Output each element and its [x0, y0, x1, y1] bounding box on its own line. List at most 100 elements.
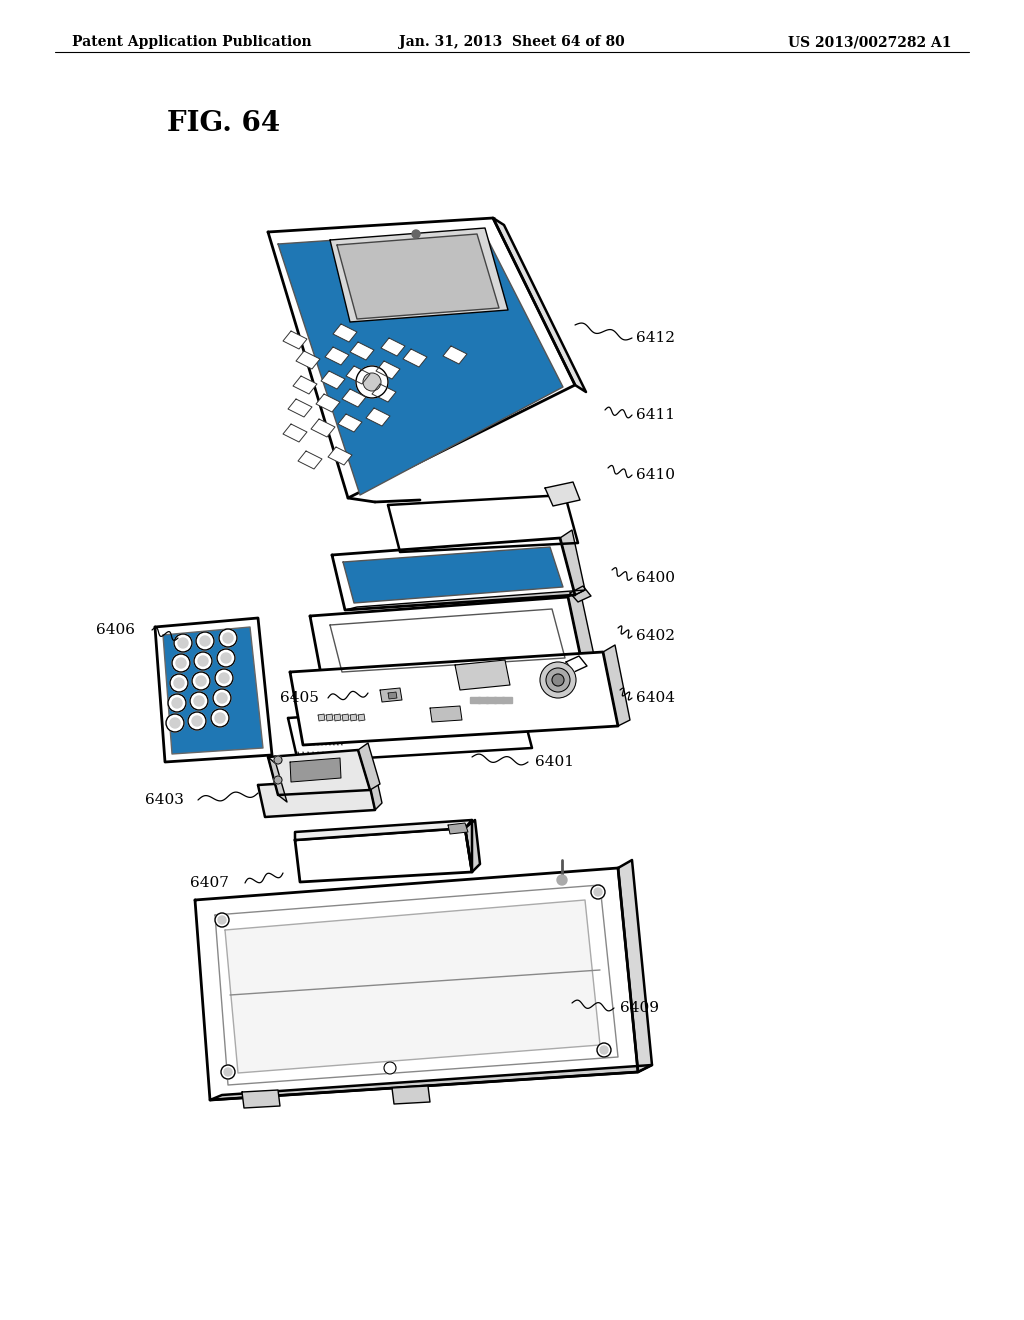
- Polygon shape: [368, 771, 382, 810]
- Polygon shape: [338, 414, 362, 432]
- Polygon shape: [342, 714, 349, 721]
- Polygon shape: [358, 743, 380, 789]
- Polygon shape: [316, 393, 340, 412]
- Polygon shape: [283, 424, 307, 442]
- Polygon shape: [242, 1090, 280, 1107]
- Polygon shape: [288, 399, 312, 417]
- Polygon shape: [430, 706, 462, 722]
- Polygon shape: [268, 756, 287, 803]
- Polygon shape: [210, 1065, 652, 1100]
- Circle shape: [223, 634, 233, 643]
- Polygon shape: [392, 1086, 430, 1104]
- Circle shape: [211, 709, 229, 727]
- Circle shape: [193, 672, 210, 690]
- Polygon shape: [381, 338, 406, 356]
- Polygon shape: [493, 218, 586, 392]
- Bar: [502, 697, 512, 704]
- Circle shape: [221, 1065, 234, 1078]
- Circle shape: [188, 711, 206, 730]
- Text: 6402: 6402: [636, 630, 675, 643]
- Circle shape: [600, 1045, 608, 1053]
- Text: Patent Application Publication: Patent Application Publication: [72, 36, 311, 49]
- Circle shape: [174, 634, 193, 652]
- Polygon shape: [298, 451, 322, 469]
- Polygon shape: [343, 546, 563, 603]
- Polygon shape: [333, 323, 357, 342]
- Polygon shape: [278, 230, 563, 495]
- Polygon shape: [288, 702, 532, 762]
- Polygon shape: [283, 331, 307, 348]
- Polygon shape: [465, 820, 480, 873]
- Circle shape: [190, 692, 208, 710]
- Polygon shape: [366, 408, 390, 426]
- Circle shape: [591, 884, 605, 899]
- Bar: [486, 697, 496, 704]
- Polygon shape: [449, 822, 468, 834]
- Bar: [494, 697, 504, 704]
- Polygon shape: [326, 714, 333, 721]
- Polygon shape: [566, 656, 587, 672]
- Polygon shape: [380, 688, 402, 702]
- Polygon shape: [455, 660, 510, 690]
- Polygon shape: [388, 692, 397, 700]
- Circle shape: [274, 776, 282, 784]
- Bar: [470, 697, 480, 704]
- Polygon shape: [345, 590, 585, 610]
- Polygon shape: [568, 590, 595, 668]
- Polygon shape: [290, 758, 341, 781]
- Polygon shape: [328, 447, 352, 465]
- Text: 6411: 6411: [636, 408, 675, 422]
- Circle shape: [166, 714, 184, 733]
- Circle shape: [219, 630, 237, 647]
- Polygon shape: [342, 389, 366, 407]
- Circle shape: [215, 913, 229, 927]
- Polygon shape: [350, 342, 374, 360]
- Circle shape: [194, 652, 212, 671]
- Text: 6409: 6409: [620, 1001, 659, 1015]
- Text: 6401: 6401: [535, 755, 574, 770]
- Polygon shape: [195, 869, 638, 1100]
- Circle shape: [552, 675, 564, 686]
- Polygon shape: [350, 714, 357, 721]
- Polygon shape: [258, 777, 375, 817]
- Circle shape: [384, 1063, 396, 1074]
- Polygon shape: [296, 351, 319, 370]
- Text: 6407: 6407: [190, 876, 229, 890]
- Polygon shape: [311, 418, 335, 437]
- Polygon shape: [465, 820, 472, 873]
- Circle shape: [274, 756, 282, 764]
- Circle shape: [168, 694, 186, 711]
- Circle shape: [213, 689, 231, 708]
- Circle shape: [198, 656, 208, 667]
- Polygon shape: [295, 820, 472, 840]
- Polygon shape: [603, 645, 630, 726]
- Polygon shape: [215, 884, 618, 1085]
- Text: FIG. 64: FIG. 64: [167, 110, 281, 137]
- Polygon shape: [155, 618, 272, 762]
- Circle shape: [193, 715, 202, 726]
- Circle shape: [200, 636, 210, 645]
- Polygon shape: [570, 586, 591, 602]
- Polygon shape: [330, 228, 508, 322]
- Circle shape: [218, 916, 226, 924]
- Circle shape: [362, 374, 381, 391]
- Polygon shape: [321, 371, 345, 389]
- Circle shape: [597, 1043, 611, 1057]
- Text: 6403: 6403: [145, 793, 184, 807]
- Circle shape: [215, 713, 225, 723]
- Polygon shape: [560, 531, 585, 595]
- Polygon shape: [295, 828, 472, 882]
- Polygon shape: [268, 218, 575, 498]
- Circle shape: [412, 230, 420, 238]
- Polygon shape: [332, 539, 575, 610]
- Text: US 2013/0027282 A1: US 2013/0027282 A1: [788, 36, 952, 49]
- Polygon shape: [443, 346, 467, 364]
- Bar: [478, 697, 488, 704]
- Circle shape: [196, 676, 206, 686]
- Circle shape: [224, 1068, 232, 1076]
- Circle shape: [215, 669, 233, 686]
- Polygon shape: [318, 714, 325, 721]
- Circle shape: [196, 632, 214, 649]
- Circle shape: [178, 638, 188, 648]
- Polygon shape: [268, 750, 370, 795]
